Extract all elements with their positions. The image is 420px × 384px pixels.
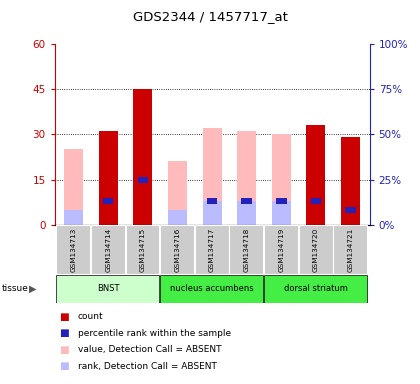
Bar <box>56 275 159 303</box>
Text: GSM134715: GSM134715 <box>140 227 146 272</box>
Bar <box>168 210 187 225</box>
Bar <box>276 198 286 204</box>
Text: GSM134717: GSM134717 <box>209 227 215 272</box>
Bar <box>103 198 113 204</box>
Bar <box>272 200 291 225</box>
Bar <box>126 225 160 274</box>
Text: percentile rank within the sample: percentile rank within the sample <box>78 329 231 338</box>
Bar <box>333 225 367 274</box>
Text: ■: ■ <box>59 328 68 338</box>
Bar <box>56 225 90 274</box>
Bar <box>311 198 321 204</box>
Text: GSM134719: GSM134719 <box>278 227 284 272</box>
Bar <box>229 225 263 274</box>
Text: ■: ■ <box>59 345 68 355</box>
Bar <box>237 200 256 225</box>
Bar <box>202 128 222 225</box>
Bar <box>345 207 356 213</box>
Bar <box>64 210 83 225</box>
Bar <box>307 125 326 225</box>
Text: count: count <box>78 312 103 321</box>
Bar <box>241 198 252 204</box>
Bar <box>160 275 263 303</box>
Text: ■: ■ <box>59 312 68 322</box>
Bar <box>160 225 194 274</box>
Text: GSM134713: GSM134713 <box>71 227 76 272</box>
Bar <box>168 162 187 225</box>
Text: GSM134721: GSM134721 <box>348 227 354 272</box>
Text: GSM134714: GSM134714 <box>105 227 111 272</box>
Text: GSM134718: GSM134718 <box>244 227 250 272</box>
Bar <box>134 89 152 225</box>
Bar <box>138 177 148 182</box>
Bar <box>207 198 217 204</box>
Text: GSM134720: GSM134720 <box>313 227 319 272</box>
Text: BNST: BNST <box>97 285 120 293</box>
Text: ■: ■ <box>59 361 68 371</box>
Text: value, Detection Call = ABSENT: value, Detection Call = ABSENT <box>78 345 221 354</box>
Text: rank, Detection Call = ABSENT: rank, Detection Call = ABSENT <box>78 362 217 371</box>
Bar <box>237 131 256 225</box>
Bar <box>264 275 367 303</box>
Bar <box>202 200 222 225</box>
Text: GDS2344 / 1457717_at: GDS2344 / 1457717_at <box>133 10 287 23</box>
Bar <box>99 131 118 225</box>
Text: ▶: ▶ <box>29 284 37 294</box>
Bar <box>272 134 291 225</box>
Bar <box>264 225 298 274</box>
Bar <box>299 225 333 274</box>
Bar <box>99 131 118 225</box>
Bar <box>91 225 125 274</box>
Bar <box>64 149 83 225</box>
Bar <box>195 225 229 274</box>
Text: tissue: tissue <box>2 284 29 293</box>
Bar <box>341 137 360 225</box>
Text: nucleus accumbens: nucleus accumbens <box>170 285 254 293</box>
Text: dorsal striatum: dorsal striatum <box>284 285 348 293</box>
Text: GSM134716: GSM134716 <box>174 227 181 272</box>
